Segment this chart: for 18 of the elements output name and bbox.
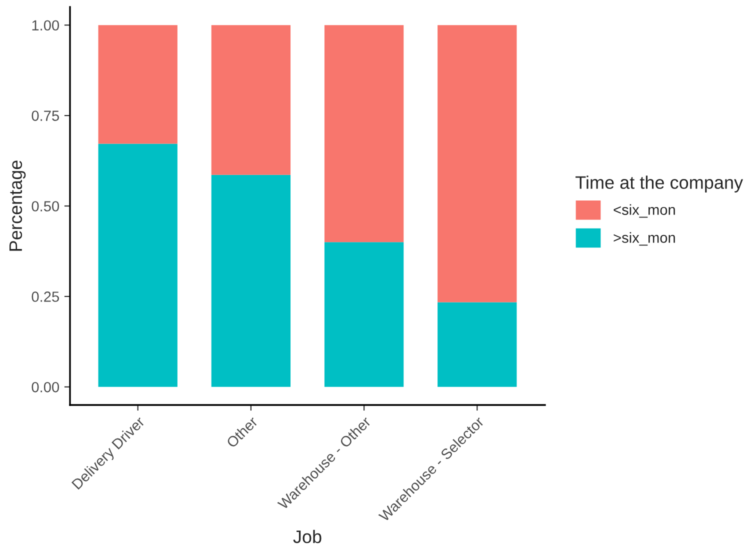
bar [438,302,517,387]
y-axis-title: Percentage [9,160,26,251]
y-tick-label: 0.75 [32,110,59,121]
y-tick-label: 0.50 [32,201,60,212]
legend-label: >six_mon [614,232,675,246]
bar [98,25,178,144]
bar [438,25,517,302]
x-axis-title: Job [293,530,322,544]
legend-title: Time at the company [576,176,744,192]
bar [324,25,404,242]
y-tick-label: 0.00 [32,382,60,392]
bar [211,25,291,175]
y-tick-label: 0.25 [32,292,59,302]
bar [211,174,291,387]
legend-label: <six_mon [614,204,675,218]
bar [98,144,178,387]
y-tick-label: 1.00 [32,20,60,31]
bar [324,242,404,387]
